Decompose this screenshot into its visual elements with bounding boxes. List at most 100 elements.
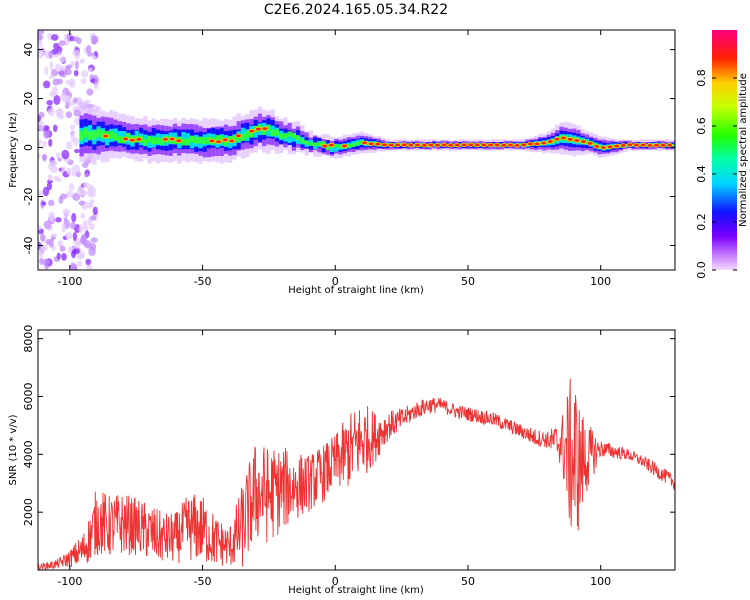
spectrogram-panel: -100 -50 0 50 100 -40 -20 0 20 40 Height of stra…	[8, 29, 676, 296]
heatmap-cell	[89, 74, 94, 80]
heatmap-cell	[52, 124, 58, 133]
heatmap-cell	[330, 146, 335, 153]
heatmap-cell	[514, 144, 520, 147]
heatmap-cell	[45, 238, 52, 246]
heatmap-cell	[47, 108, 55, 117]
heatmap-cell	[38, 30, 45, 35]
heatmap-cell	[274, 129, 280, 136]
snr-x-tick-label: 0	[332, 575, 339, 588]
heatmap-cell	[53, 94, 61, 105]
heatmap-cell	[92, 130, 97, 140]
heatmap-cell	[328, 143, 334, 147]
heatmap-cell	[521, 143, 527, 147]
heatmap-cell	[42, 258, 50, 267]
heatmap-cell	[42, 186, 50, 197]
heatmap-cell	[74, 49, 81, 60]
heatmap-cell	[198, 136, 203, 144]
heatmap-cell	[74, 60, 79, 70]
heatmap-cell	[401, 143, 407, 147]
colorbar-tick-label: 0.4	[695, 165, 708, 183]
heatmap-cell	[441, 143, 447, 147]
heatmap-cell	[229, 139, 235, 143]
heatmap-cell	[86, 88, 94, 96]
heatmap-cell	[587, 142, 593, 145]
heatmap-cell	[73, 36, 79, 42]
spectrogram-x-tick-label: -100	[57, 275, 82, 288]
heatmap-cell	[172, 137, 178, 145]
snr-y-tick-label: 8000	[22, 325, 35, 353]
heatmap-cell	[296, 135, 301, 141]
heatmap-cell	[48, 138, 53, 147]
heatmap-cell	[78, 200, 86, 206]
heatmap-cell	[78, 224, 84, 234]
heatmap-cell	[48, 199, 55, 207]
heatmap-cell	[56, 152, 61, 159]
snr-line-marks	[38, 378, 675, 570]
heatmap-cell	[375, 142, 381, 146]
heatmap-cell	[381, 143, 387, 147]
heatmap-cell	[83, 128, 88, 138]
heatmap-cell	[88, 186, 97, 195]
heatmap-cell	[69, 81, 76, 87]
heatmap-cell	[202, 137, 207, 145]
figure-title: C2E6.2024.165.05.34.R22	[264, 2, 448, 18]
heatmap-cell	[181, 131, 186, 144]
heatmap-cell	[262, 127, 268, 131]
heatmap-cell	[38, 139, 42, 144]
heatmap-cell	[126, 132, 131, 140]
heatmap-cell	[65, 79, 71, 85]
heatmap-cell	[42, 125, 50, 131]
heatmap-cell	[64, 103, 70, 109]
heatmap-cell	[223, 138, 229, 146]
heatmap-cell	[50, 34, 59, 41]
heatmap-cell	[88, 223, 95, 231]
heatmap-cell	[109, 131, 114, 139]
heatmap-cell	[59, 245, 66, 252]
heatmap-cell	[362, 141, 367, 145]
heatmap-cell	[240, 127, 246, 140]
heatmap-cell	[58, 40, 66, 46]
snr-series-line	[38, 378, 675, 570]
heatmap-cell	[72, 164, 80, 174]
heatmap-cell	[72, 264, 78, 270]
heatmap-cell	[67, 246, 73, 254]
heatmap-cell	[607, 145, 613, 149]
spectrogram-y-tick-label: 0	[22, 144, 35, 151]
heatmap-cell	[51, 233, 57, 238]
heatmap-cell	[49, 61, 54, 71]
colorbar-tick-label: 0.6	[695, 117, 708, 135]
snr-x-tick-label: -50	[194, 575, 212, 588]
heatmap-cell	[38, 120, 45, 131]
heatmap-cell	[73, 117, 81, 126]
heatmap-cell	[232, 135, 237, 143]
heatmap-cell	[79, 131, 84, 141]
heatmap-cell	[304, 140, 309, 145]
heatmap-cell	[313, 143, 318, 149]
heatmap-cell	[508, 143, 513, 147]
snr-panel: -100 -50 0 50 100 2000 4000 6000 8000 Height of…	[8, 325, 676, 596]
spectrogram-x-tick-label: 50	[461, 275, 475, 288]
heatmap-cell	[581, 140, 586, 143]
heatmap-cell	[355, 141, 360, 146]
heatmap-cell	[538, 141, 543, 145]
heatmap-cell	[57, 240, 64, 248]
heatmap-cell	[71, 249, 77, 259]
snr-frame	[37, 329, 676, 571]
heatmap-cell	[600, 146, 606, 150]
heatmap-cell	[534, 142, 540, 146]
colorbar-gradient	[712, 30, 737, 270]
heatmap-cell	[66, 167, 72, 175]
colorbar: 0.0 0.2 0.4 0.6 0.8 Normalized spectral ampl…	[695, 30, 749, 279]
spectrogram-y-tick-label: 20	[22, 92, 35, 106]
heatmap-cell	[89, 199, 95, 204]
snr-y-tick-label: 2000	[22, 498, 35, 526]
heatmap-cell	[38, 34, 44, 41]
heatmap-cell	[76, 261, 83, 267]
heatmap-cell	[43, 128, 50, 139]
heatmap-cell	[194, 136, 199, 144]
heatmap-cell	[62, 208, 71, 217]
snr-x-tick-label: 100	[590, 575, 611, 588]
heatmap-cell	[222, 138, 228, 142]
heatmap-cell	[48, 50, 53, 60]
heatmap-cell	[63, 217, 68, 222]
